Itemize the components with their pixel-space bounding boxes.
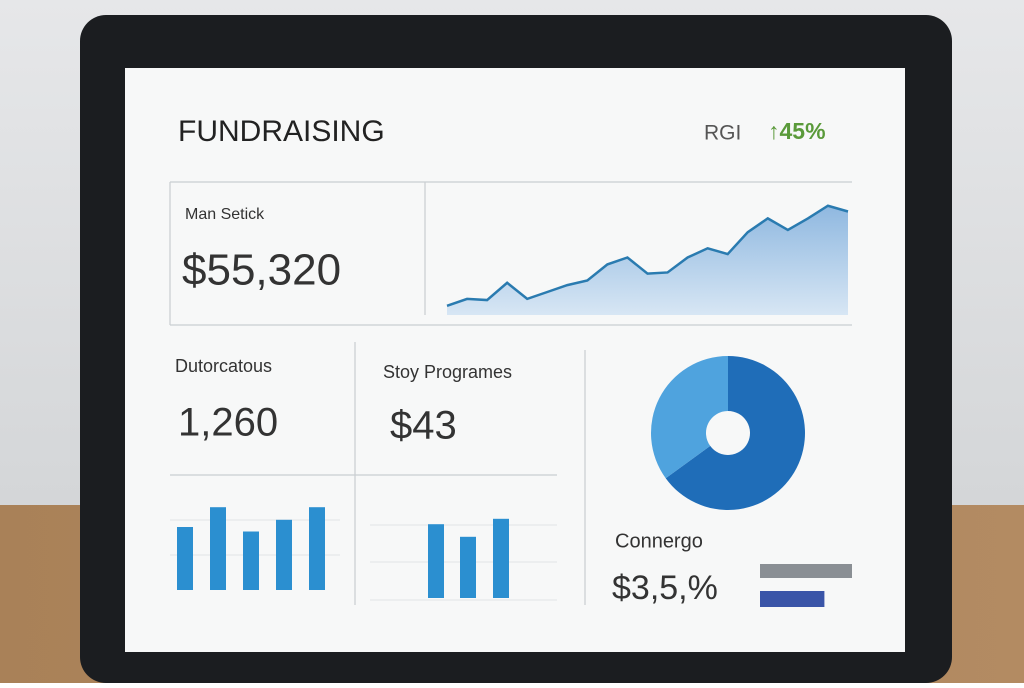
dividers [169, 181, 852, 605]
kpi-label: RGI [704, 122, 741, 145]
summary-value: $55,320 [182, 246, 341, 295]
bar [309, 507, 325, 590]
donors-label: Dutorcatous [175, 356, 272, 376]
donut-segment [651, 356, 728, 479]
donors-value: 1,260 [178, 401, 278, 445]
summary-label: Man Setick [185, 206, 265, 223]
bar [210, 507, 226, 590]
conversion-label: Connergo [615, 530, 703, 552]
trend-line [446, 204, 849, 307]
progress-bar [760, 591, 825, 607]
bar [428, 524, 444, 598]
dashboard-title: FUNDRAISING [178, 115, 385, 148]
programs-label: Stoy Programes [383, 362, 512, 382]
bar [276, 519, 292, 590]
bar [243, 531, 259, 590]
bar [177, 527, 193, 590]
conversion-value: $3,5,% [612, 569, 718, 607]
bar [460, 536, 476, 598]
progress-bar [760, 564, 852, 578]
marks [177, 204, 852, 607]
programs-value: $43 [390, 404, 457, 448]
bar [493, 518, 509, 598]
kpi-value: ↑45% [768, 118, 826, 144]
donut-segment [665, 356, 806, 511]
